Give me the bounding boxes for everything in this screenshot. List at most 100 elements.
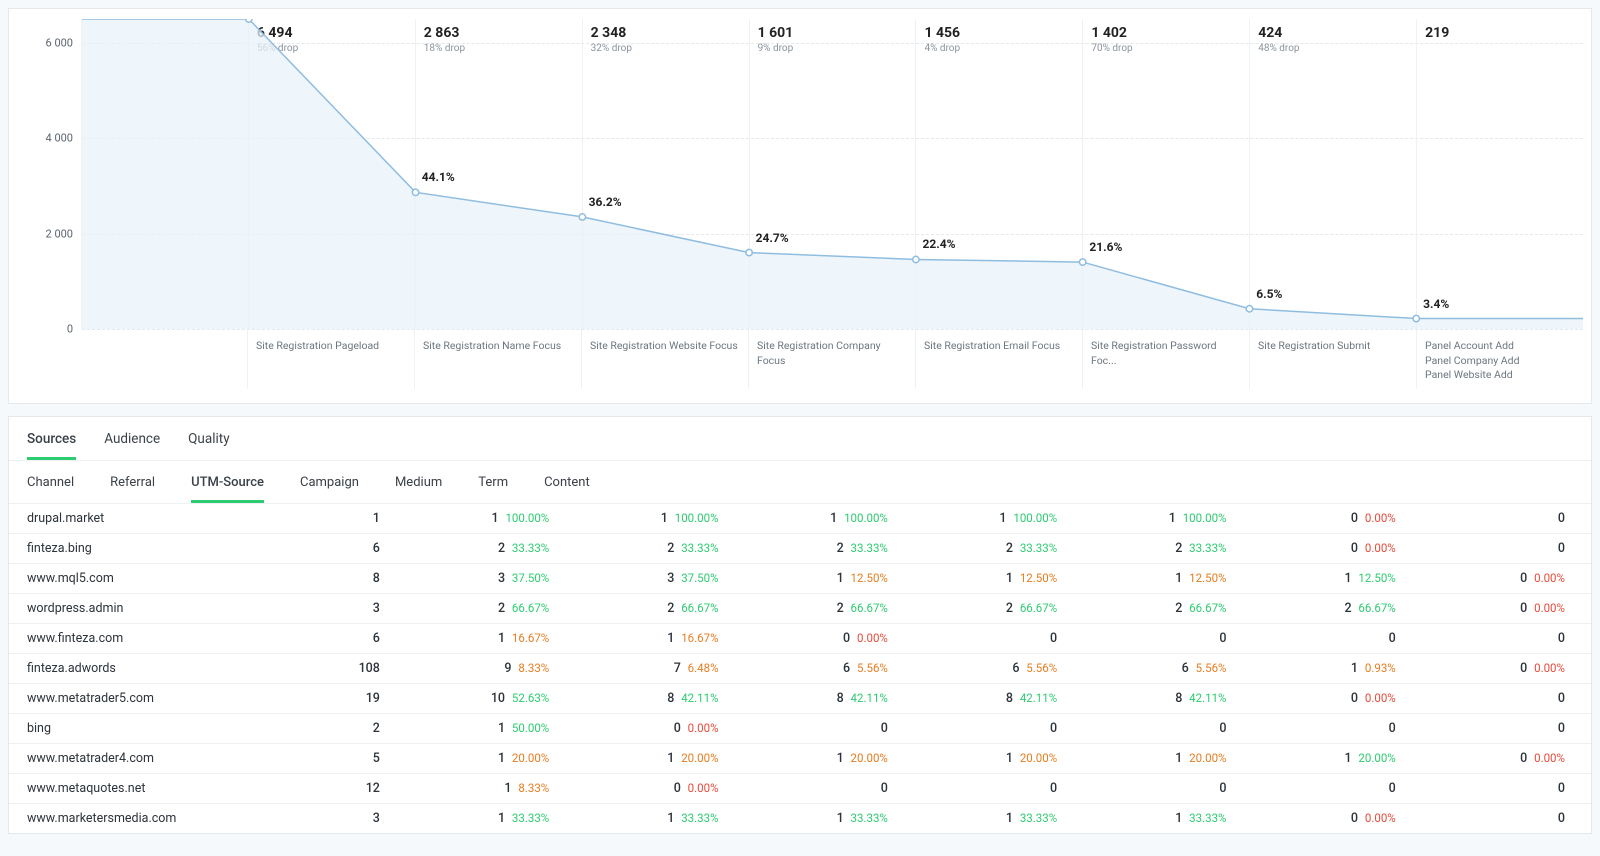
- metric-cell: 6: [219, 534, 388, 564]
- sources-table-panel: Sources Audience Quality Channel Referral UT…: [8, 416, 1592, 834]
- metric-cell: 1: [219, 504, 388, 534]
- metric-cell: 7 6.48%: [557, 654, 726, 684]
- metric-cell: 1 100.00%: [388, 504, 557, 534]
- metric-cell: 2 33.33%: [896, 534, 1065, 564]
- metric-cell: 3: [219, 594, 388, 624]
- metric-cell: 1 12.50%: [727, 564, 896, 594]
- metric-cell: 0: [1404, 504, 1573, 534]
- funnel-chart-panel: 02 0004 0006 000 6 49456% drop2 86318% d…: [8, 8, 1592, 404]
- subtab-content[interactable]: Content: [544, 475, 590, 503]
- subtab-campaign[interactable]: Campaign: [300, 475, 359, 503]
- metric-cell: 0 0.00%: [1234, 684, 1403, 714]
- tab-sources[interactable]: Sources: [27, 431, 76, 460]
- metric-cell: 3 37.50%: [388, 564, 557, 594]
- metric-cell: 6 5.56%: [896, 654, 1065, 684]
- spacer-cell: [1573, 534, 1591, 564]
- metric-cell: 1 100.00%: [896, 504, 1065, 534]
- metric-cell: 0 0.00%: [727, 624, 896, 654]
- spacer-cell: [1573, 504, 1591, 534]
- table-row[interactable]: bing21 50.00%0 0.00%00000: [9, 714, 1591, 744]
- source-cell: finteza.bing: [9, 534, 219, 564]
- secondary-tabs: Channel Referral UTM-Source Campaign Medium T…: [9, 460, 1591, 503]
- metric-cell: 2 66.67%: [1065, 594, 1234, 624]
- metric-cell: 1 20.00%: [557, 744, 726, 774]
- x-axis-labels: Site Registration PageloadSite Registrat…: [81, 329, 1583, 389]
- table-row[interactable]: www.metatrader4.com51 20.00%1 20.00%1 20…: [9, 744, 1591, 774]
- tab-quality[interactable]: Quality: [188, 431, 229, 460]
- metric-cell: 0 0.00%: [1234, 804, 1403, 834]
- y-tick: 0: [67, 323, 73, 336]
- source-cell: bing: [9, 714, 219, 744]
- x-label: Site Registration Submit: [1249, 329, 1416, 389]
- plot-area: 6 49456% drop2 86318% drop44.1%2 34832% …: [81, 19, 1583, 329]
- subtab-referral[interactable]: Referral: [110, 475, 155, 503]
- y-tick: 6 000: [46, 36, 73, 49]
- metric-cell: 0: [1065, 624, 1234, 654]
- metric-cell: 2 66.67%: [896, 594, 1065, 624]
- metric-cell: 2 66.67%: [727, 594, 896, 624]
- metric-cell: 2 66.67%: [557, 594, 726, 624]
- x-label: Site Registration Website Focus: [581, 329, 748, 389]
- gridline: [82, 329, 1583, 330]
- metric-cell: 12: [219, 774, 388, 804]
- funnel-svg: [82, 19, 1583, 329]
- table-row[interactable]: finteza.adwords1089 8.33%7 6.48%6 5.56%6…: [9, 654, 1591, 684]
- metric-cell: 2 66.67%: [388, 594, 557, 624]
- metric-cell: 6 5.56%: [1065, 654, 1234, 684]
- table-row[interactable]: wordpress.admin32 66.67%2 66.67%2 66.67%…: [9, 594, 1591, 624]
- metric-cell: 1 33.33%: [896, 804, 1065, 834]
- source-cell: finteza.adwords: [9, 654, 219, 684]
- subtab-medium[interactable]: Medium: [395, 475, 442, 503]
- source-cell: www.marketersmedia.com: [9, 804, 219, 834]
- metric-cell: 5: [219, 744, 388, 774]
- table-row[interactable]: drupal.market11 100.00%1 100.00%1 100.00…: [9, 504, 1591, 534]
- metric-cell: 3: [219, 804, 388, 834]
- table-row[interactable]: www.finteza.com61 16.67%1 16.67%0 0.00%0…: [9, 624, 1591, 654]
- metric-cell: 0 0.00%: [1404, 564, 1573, 594]
- y-tick: 4 000: [46, 132, 73, 145]
- metric-cell: 0 0.00%: [1404, 654, 1573, 684]
- metric-cell: 1 12.50%: [1065, 564, 1234, 594]
- table-row[interactable]: www.mql5.com83 37.50%3 37.50%1 12.50%1 1…: [9, 564, 1591, 594]
- metric-cell: 19: [219, 684, 388, 714]
- table-row[interactable]: www.metaquotes.net121 8.33%0 0.00%00000: [9, 774, 1591, 804]
- metric-cell: 8 42.11%: [727, 684, 896, 714]
- metric-cell: 0 0.00%: [1234, 504, 1403, 534]
- source-cell: www.metatrader4.com: [9, 744, 219, 774]
- metric-cell: 6: [219, 624, 388, 654]
- spacer-cell: [1573, 654, 1591, 684]
- source-cell: wordpress.admin: [9, 594, 219, 624]
- x-label: Site Registration Email Focus: [915, 329, 1082, 389]
- metric-cell: 0: [1234, 774, 1403, 804]
- metric-cell: 1 12.50%: [896, 564, 1065, 594]
- source-cell: www.mql5.com: [9, 564, 219, 594]
- metric-cell: 1 100.00%: [557, 504, 726, 534]
- primary-tabs: Sources Audience Quality: [9, 417, 1591, 460]
- metric-cell: 1 33.33%: [1065, 804, 1234, 834]
- spacer-cell: [1573, 744, 1591, 774]
- metric-cell: 1 33.33%: [727, 804, 896, 834]
- metric-cell: 0: [1404, 804, 1573, 834]
- tab-audience[interactable]: Audience: [104, 431, 160, 460]
- metric-cell: 0: [896, 714, 1065, 744]
- table-row[interactable]: www.marketersmedia.com31 33.33%1 33.33%1…: [9, 804, 1591, 834]
- metric-cell: 1 20.00%: [727, 744, 896, 774]
- spacer-cell: [1573, 564, 1591, 594]
- metric-cell: 0: [1065, 774, 1234, 804]
- metric-cell: 1 20.00%: [1234, 744, 1403, 774]
- y-axis: 02 0004 0006 000: [17, 19, 81, 329]
- x-label: Panel Account Add Panel Company Add Pane…: [1416, 329, 1583, 389]
- subtab-channel[interactable]: Channel: [27, 475, 74, 503]
- table-row[interactable]: finteza.bing62 33.33%2 33.33%2 33.33%2 3…: [9, 534, 1591, 564]
- metric-cell: 8 42.11%: [896, 684, 1065, 714]
- subtab-utm-source[interactable]: UTM-Source: [191, 475, 264, 503]
- metric-cell: 0: [1404, 684, 1573, 714]
- spacer-cell: [1573, 804, 1591, 834]
- metric-cell: 9 8.33%: [388, 654, 557, 684]
- subtab-term[interactable]: Term: [478, 475, 508, 503]
- table-row[interactable]: www.metatrader5.com1910 52.63%8 42.11%8 …: [9, 684, 1591, 714]
- x-label: Site Registration Company Focus: [748, 329, 915, 389]
- metric-cell: 1 16.67%: [388, 624, 557, 654]
- metric-cell: 8: [219, 564, 388, 594]
- metric-cell: 2 33.33%: [388, 534, 557, 564]
